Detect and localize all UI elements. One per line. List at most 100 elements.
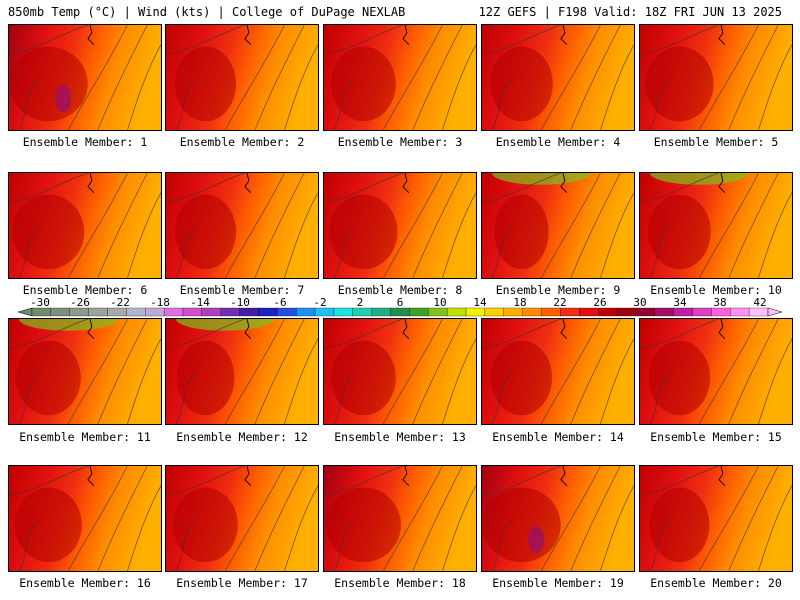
colorbar-cell [522, 307, 542, 317]
colorbar-cell [692, 307, 712, 317]
colorbar-cell [541, 307, 561, 317]
ensemble-member-label: Ensemble Member: 19 [492, 576, 624, 590]
ensemble-map-panel [165, 172, 319, 279]
colorbar-tick-label: 14 [473, 296, 487, 309]
ensemble-map-panel [481, 172, 635, 279]
colorbar-cell [465, 307, 486, 317]
ensemble-member-label: Ensemble Member: 5 [653, 135, 779, 149]
colorbar-tick-label: -2 [313, 296, 327, 309]
colorbar-tick-label: 30 [633, 296, 647, 309]
colorbar-cell [163, 307, 184, 317]
colorbar-tick-label: -22 [110, 296, 130, 309]
colorbar-tick-label: 34 [673, 296, 687, 309]
ensemble-member-label: Ensemble Member: 15 [650, 430, 782, 444]
colorbar-cell [748, 307, 769, 317]
colorbar-cell [333, 307, 353, 317]
ensemble-member-label: Ensemble Member: 11 [19, 430, 151, 444]
colorbar-tick-label: 26 [593, 296, 607, 309]
ensemble-member-label: Ensemble Member: 17 [176, 576, 308, 590]
colorbar-cell [239, 307, 259, 317]
colorbar-cell [50, 307, 70, 317]
colorbar-tick-label: -6 [273, 296, 287, 309]
header-title: 850mb Temp (°C) | Wind (kts) | College o… [8, 5, 406, 19]
colorbar-tick-label: 6 [396, 296, 404, 309]
colorbar-cell [673, 307, 693, 317]
ensemble-map-panel [8, 318, 162, 425]
ensemble-member-label: Ensemble Member: 18 [334, 576, 466, 590]
colorbar-cell [598, 307, 618, 317]
colorbar-cell [484, 307, 504, 317]
ensemble-map-panel [639, 318, 793, 425]
ensemble-member-label: Ensemble Member: 2 [179, 135, 305, 149]
colorbar-cell [409, 307, 429, 317]
ensemble-map-panel [323, 172, 477, 279]
ensemble-member-label: Ensemble Member: 1 [22, 135, 148, 149]
header-model-info: 12Z GEFS | F198 Valid: 18Z FRI JUN 13 20… [478, 5, 782, 19]
colorbar-cell [579, 307, 599, 317]
ensemble-member-label: Ensemble Member: 4 [495, 135, 621, 149]
colorbar-cell [145, 307, 165, 317]
colorbar-cell [352, 307, 372, 317]
ensemble-map-panel [323, 318, 477, 425]
colorbar-tick-label: -18 [150, 296, 170, 309]
ensemble-member-label: Ensemble Member: 6 [22, 283, 148, 297]
ensemble-map-panel [639, 24, 793, 131]
ensemble-member-label: Ensemble Member: 14 [492, 430, 624, 444]
ensemble-member-label: Ensemble Member: 12 [176, 430, 308, 444]
colorbar-tick-label: -26 [70, 296, 90, 309]
ensemble-map-panel [323, 24, 477, 131]
ensemble-map-panel [165, 24, 319, 131]
colorbar-cell [220, 307, 240, 317]
ensemble-map-panel [323, 465, 477, 572]
colorbar-cell [107, 307, 127, 317]
colorbar-cell [730, 307, 750, 317]
colorbar-cell [616, 307, 637, 317]
ensemble-map-panel [481, 318, 635, 425]
ensemble-member-label: Ensemble Member: 9 [495, 283, 621, 297]
colorbar-cell [182, 307, 202, 317]
colorbar-cell [126, 307, 146, 317]
colorbar-cell [201, 307, 221, 317]
colorbar-tick-label: -30 [30, 296, 50, 309]
colorbar-tick-label: 10 [433, 296, 447, 309]
colorbar-cell [371, 307, 391, 317]
ensemble-map-panel [8, 465, 162, 572]
ensemble-member-label: Ensemble Member: 8 [337, 283, 463, 297]
colorbar-tick-label: 38 [713, 296, 727, 309]
temperature-colorbar [17, 307, 783, 317]
colorbar-cell [428, 307, 448, 317]
colorbar-cell [314, 307, 335, 317]
colorbar-tick-label: 18 [513, 296, 527, 309]
colorbar-cell [258, 307, 278, 317]
ensemble-member-label: Ensemble Member: 7 [179, 283, 305, 297]
colorbar-cell [560, 307, 580, 317]
colorbar-cell [277, 307, 297, 317]
ensemble-member-label: Ensemble Member: 10 [650, 283, 782, 297]
colorbar-cell [635, 307, 655, 317]
ensemble-map-panel [165, 465, 319, 572]
colorbar-cell [88, 307, 108, 317]
colorbar-cell [711, 307, 731, 317]
ensemble-map-panel [639, 172, 793, 279]
colorbar-low-arrow [17, 307, 33, 317]
colorbar-cell [31, 307, 52, 317]
colorbar-tick-label: 42 [753, 296, 767, 309]
ensemble-member-label: Ensemble Member: 16 [19, 576, 151, 590]
colorbar-tick-label: 2 [356, 296, 364, 309]
colorbar-cell [69, 307, 89, 317]
colorbar-cell [296, 307, 316, 317]
ensemble-map-panel [639, 465, 793, 572]
colorbar-tick-label: 22 [553, 296, 567, 309]
colorbar-cell [654, 307, 674, 317]
ensemble-map-panel [481, 465, 635, 572]
ensemble-map-panel [8, 24, 162, 131]
ensemble-member-label: Ensemble Member: 13 [334, 430, 466, 444]
ensemble-member-label: Ensemble Member: 3 [337, 135, 463, 149]
ensemble-member-label: Ensemble Member: 20 [650, 576, 782, 590]
colorbar-cell [390, 307, 410, 317]
ensemble-map-panel [481, 24, 635, 131]
colorbar-cell [503, 307, 523, 317]
colorbar-tick-label: -14 [190, 296, 210, 309]
ensemble-map-panel [8, 172, 162, 279]
colorbar-high-arrow [767, 307, 783, 317]
